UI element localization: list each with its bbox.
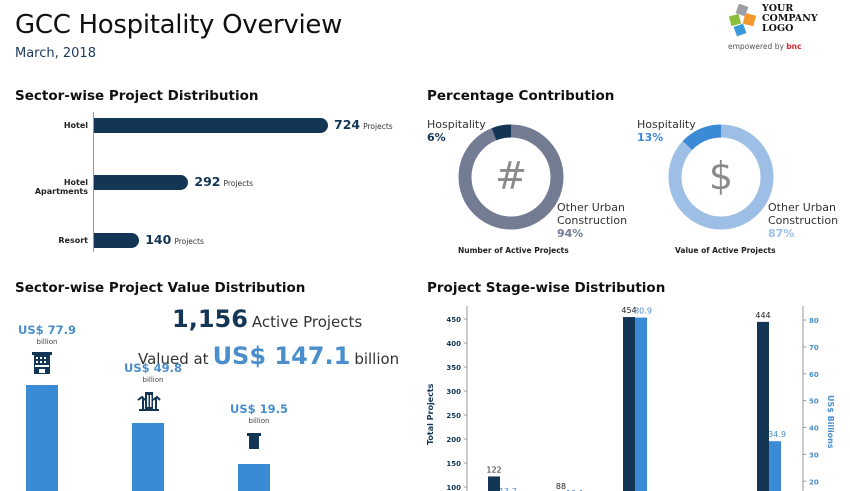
hbar-value-label: 724 Projects — [334, 117, 393, 132]
donut-center-symbol: # — [495, 154, 527, 198]
percentage-title: Percentage Contribution — [427, 88, 615, 104]
y-tick-label: 350 — [446, 364, 461, 372]
hbar-value-label: 292 Projects — [194, 174, 254, 189]
y-tick-label: 250 — [446, 412, 461, 420]
stage-bar-projects-label: 122 — [486, 465, 501, 474]
y-tick-label: 200 — [446, 436, 461, 444]
y2-tick-label: 60 — [809, 371, 819, 379]
stage-bar-value-label: 13.1 — [566, 489, 584, 491]
donut-chart: # — [458, 124, 564, 230]
stage-bar-projects-label: 444 — [755, 311, 770, 320]
page-title: GCC Hospitality Overview — [15, 10, 343, 40]
stage-distribution-chart: 100 150 200 250 300 350 400 450 20 30 40 50 60 70 80 To… — [426, 306, 835, 491]
value-distribution-title: Sector-wise Project Value Distribution — [15, 280, 306, 296]
value-bar-label: US$ 19.5 — [230, 402, 288, 417]
logo-text: YOUR COMPANY LOGO — [762, 3, 818, 34]
hbar-bar — [94, 118, 328, 133]
stage-bar-value-label: 13.7 — [499, 487, 517, 491]
value-bar — [26, 385, 58, 491]
stage-bar-projects — [757, 321, 769, 491]
value-bar-label: US$ 49.8 — [124, 361, 182, 376]
y-tick-label: 400 — [446, 340, 461, 348]
y-axis-title: Total Projects — [426, 383, 435, 445]
valued-at-summary: Valued at US$ 147.1 billion — [138, 342, 400, 370]
hotel-icon — [31, 352, 55, 376]
hbar-bar — [94, 233, 140, 248]
donut-hospitality-label: Hospitality 13% — [637, 118, 696, 144]
donut-slice-hospitality — [668, 124, 774, 230]
stage-bar-projects-label: 88 — [556, 482, 566, 491]
stage-bar-projects — [488, 476, 500, 491]
y2-tick-label: 20 — [809, 478, 819, 486]
donut-caption: Number of Active Projects — [458, 246, 569, 255]
stage-bar-projects-label: 454 — [621, 306, 636, 315]
y2-tick-label: 80 — [809, 317, 819, 325]
stage-bar-value — [635, 317, 647, 491]
stage-bar-value — [769, 441, 781, 491]
value-bar — [238, 464, 270, 491]
hbar-axis — [93, 112, 94, 252]
y2-tick-label: 30 — [809, 451, 819, 459]
donut-chart: $ — [668, 124, 774, 230]
donut-other-label: Other Urban Construction 94% — [557, 201, 628, 240]
y-tick-label: 150 — [446, 460, 461, 468]
logo-icon — [728, 4, 757, 37]
y2-tick-label: 70 — [809, 344, 819, 352]
y2-axis-title: US$ Billions — [826, 395, 835, 449]
report-date: March, 2018 — [15, 46, 96, 61]
value-bar-label: US$ 77.9 — [18, 323, 76, 337]
y-tick-label: 300 — [446, 388, 461, 396]
value-bar-unit: billion — [248, 417, 270, 426]
y-tick-label: 450 — [446, 316, 461, 324]
company-logo: YOUR COMPANY LOGO empowered by bnc — [728, 2, 834, 54]
y2-tick-label: 40 — [809, 425, 819, 433]
value-bar-unit: billion — [142, 376, 164, 385]
value-bar — [132, 423, 164, 491]
hotel-apartments-icon — [137, 390, 161, 414]
hbar-category-label: Resort — [58, 236, 88, 245]
stage-bar-projects — [623, 317, 635, 491]
stage-bar-value-label: 34.9 — [768, 430, 786, 439]
donut-slice-hospitality — [458, 124, 564, 230]
donut-hospitality-label: Hospitality 6% — [427, 118, 486, 144]
y-tick-label: 100 — [446, 484, 461, 491]
y2-tick-label: 50 — [809, 398, 819, 406]
hbar-category-label: Hotel Apartments — [34, 178, 88, 196]
donut-other-label: Other Urban Construction 87% — [768, 201, 839, 240]
donut-caption: Value of Active Projects — [675, 246, 776, 255]
hbar-value-label: 140 Projects — [145, 232, 204, 247]
donut-center-symbol: $ — [709, 154, 733, 198]
hbar-bar — [94, 175, 189, 190]
hbar-category-label: Hotel — [63, 121, 88, 130]
sector-distribution-title: Sector-wise Project Distribution — [15, 88, 259, 104]
logo-powered-by: empowered by bnc — [728, 42, 802, 51]
value-bar-unit: billion — [36, 338, 58, 346]
resort-icon — [243, 431, 267, 455]
stage-distribution-title: Project Stage-wise Distribution — [427, 280, 666, 296]
stage-bar-value-label: 80.9 — [634, 307, 652, 316]
active-projects-summary: 1,156 Active Projects — [172, 305, 363, 333]
